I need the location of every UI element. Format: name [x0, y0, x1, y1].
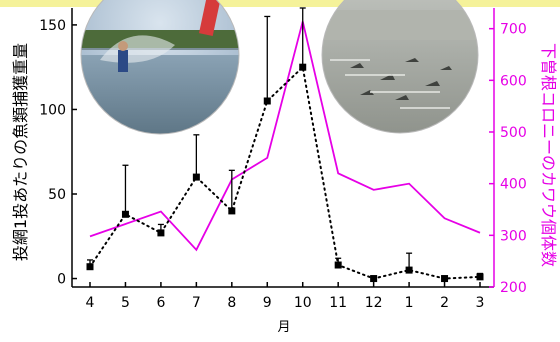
fish-catch-point — [370, 275, 378, 283]
x-tick-label: 6 — [156, 295, 165, 311]
fish-catch-line — [89, 65, 481, 280]
header-band — [0, 0, 560, 7]
x-axis-title: 月 — [277, 320, 290, 335]
right-tick-label: 600 — [500, 73, 527, 89]
series-layer — [86, 7, 484, 283]
fish-catch-point — [476, 273, 484, 281]
x-tick-label: 8 — [227, 295, 236, 311]
right-tick-label: 300 — [500, 228, 527, 244]
x-tick-label: 7 — [192, 295, 201, 311]
x-tick-label: 5 — [121, 295, 130, 311]
fish-catch-point — [157, 229, 165, 237]
x-tick-label: 9 — [263, 295, 272, 311]
x-tick-label: 12 — [365, 295, 383, 311]
x-tick-label: 3 — [476, 295, 485, 311]
right-tick-label: 500 — [500, 125, 527, 141]
x-tick-label: 1 — [405, 295, 414, 311]
fish-catch-point — [334, 261, 342, 269]
fish-catch-point — [405, 266, 413, 274]
fish-catch-point — [121, 210, 129, 218]
right-axis-title: 下曽根コロニーのカワウ個体数 — [539, 43, 558, 267]
fish-catch-point — [86, 263, 94, 271]
left-tick-label: 150 — [39, 18, 66, 34]
cast-net-fishing-photo — [81, 0, 239, 134]
right-tick-label: 200 — [500, 280, 527, 296]
fish-catch-point — [192, 173, 200, 181]
fish-catch-point — [263, 97, 271, 105]
cormorants-on-water-photo — [322, 0, 478, 133]
x-tick-label: 11 — [329, 295, 347, 311]
left-tick-label: 0 — [57, 272, 66, 288]
left-tick-label: 100 — [39, 102, 66, 118]
left-axis-title: 投網1投あたりの魚類捕獲重量 — [11, 43, 30, 261]
x-tick-label: 10 — [294, 295, 312, 311]
cormorant-count-line — [89, 21, 481, 252]
x-tick-label: 2 — [440, 295, 449, 311]
fish-catch-point — [441, 275, 449, 283]
right-tick-label: 400 — [500, 177, 527, 193]
left-tick-label: 50 — [48, 187, 66, 203]
x-tick-label: 4 — [86, 295, 95, 311]
right-tick-label: 700 — [500, 22, 527, 38]
fish-catch-point — [228, 207, 236, 215]
fish-catch-point — [299, 63, 307, 71]
